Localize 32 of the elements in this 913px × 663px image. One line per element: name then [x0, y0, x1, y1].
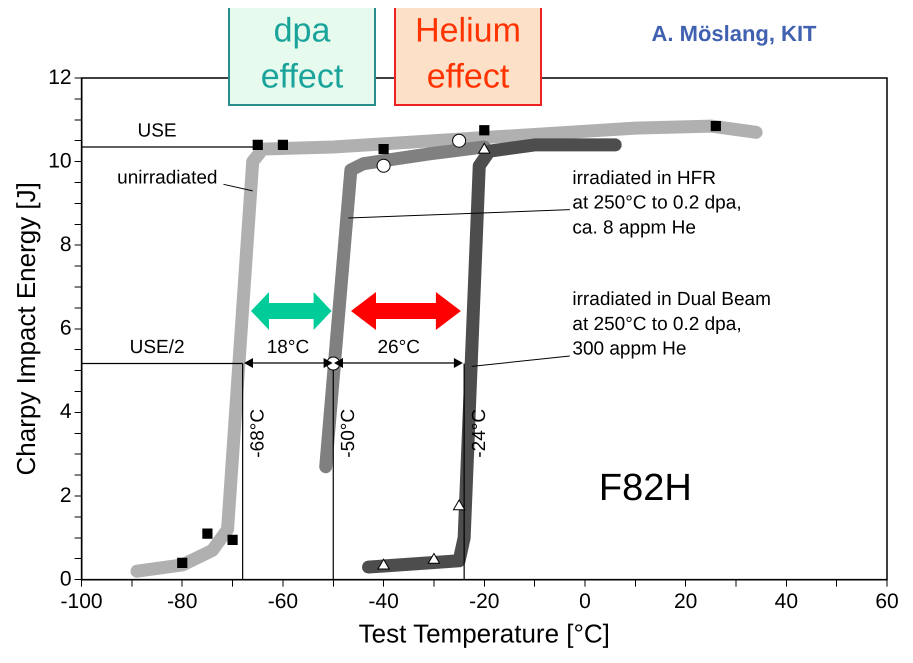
x-tick-label: -60 [268, 590, 298, 613]
x-tick-label: -40 [368, 590, 399, 613]
y-tick-label: 2 [60, 484, 72, 507]
y-tick-label: 0 [60, 567, 72, 590]
annotation: F82H [598, 466, 692, 509]
x-tick-label: 60 [875, 590, 899, 613]
annotation: -68°C [247, 408, 268, 458]
x-tick-label: -100 [60, 590, 103, 613]
x-tick-label: -20 [469, 590, 500, 613]
annotation: USE/2 [130, 337, 185, 358]
text: A. Möslang, KIT [652, 21, 818, 46]
x-tick-label: 20 [674, 590, 698, 613]
y-tick-label: 8 [60, 232, 72, 256]
y-tick-label: 12 [48, 66, 72, 89]
x-axis-title: Test Temperature [°C] [358, 618, 610, 649]
annotation: -50°C [338, 408, 359, 458]
y-tick-label: 10 [48, 149, 72, 172]
x-tick-label: 40 [774, 590, 798, 613]
annotation: USE [138, 120, 177, 142]
x-tick-label: -80 [167, 590, 198, 613]
annotation: irradiated in HFR at 250°C to 0.2 dpa, ca. 8 appm He [572, 168, 742, 238]
x-tick-label: 0 [579, 590, 591, 613]
annotation: 18°C [266, 337, 310, 358]
annotation: irradiated in Dual Beam at 250°C to 0.2 dpa, 300 appm He [572, 289, 771, 360]
y-axis-title: Charpy Impact Energy [J] [10, 182, 41, 476]
annotation: unirradiated [117, 168, 218, 189]
y-tick-label: 4 [60, 400, 72, 424]
y-tick-label: 6 [60, 316, 72, 340]
annotation: dpa effect [260, 11, 344, 96]
annotation: -24°C [468, 408, 490, 458]
annotation: Helium effect [415, 11, 521, 96]
annotation: 26°C [377, 337, 420, 358]
